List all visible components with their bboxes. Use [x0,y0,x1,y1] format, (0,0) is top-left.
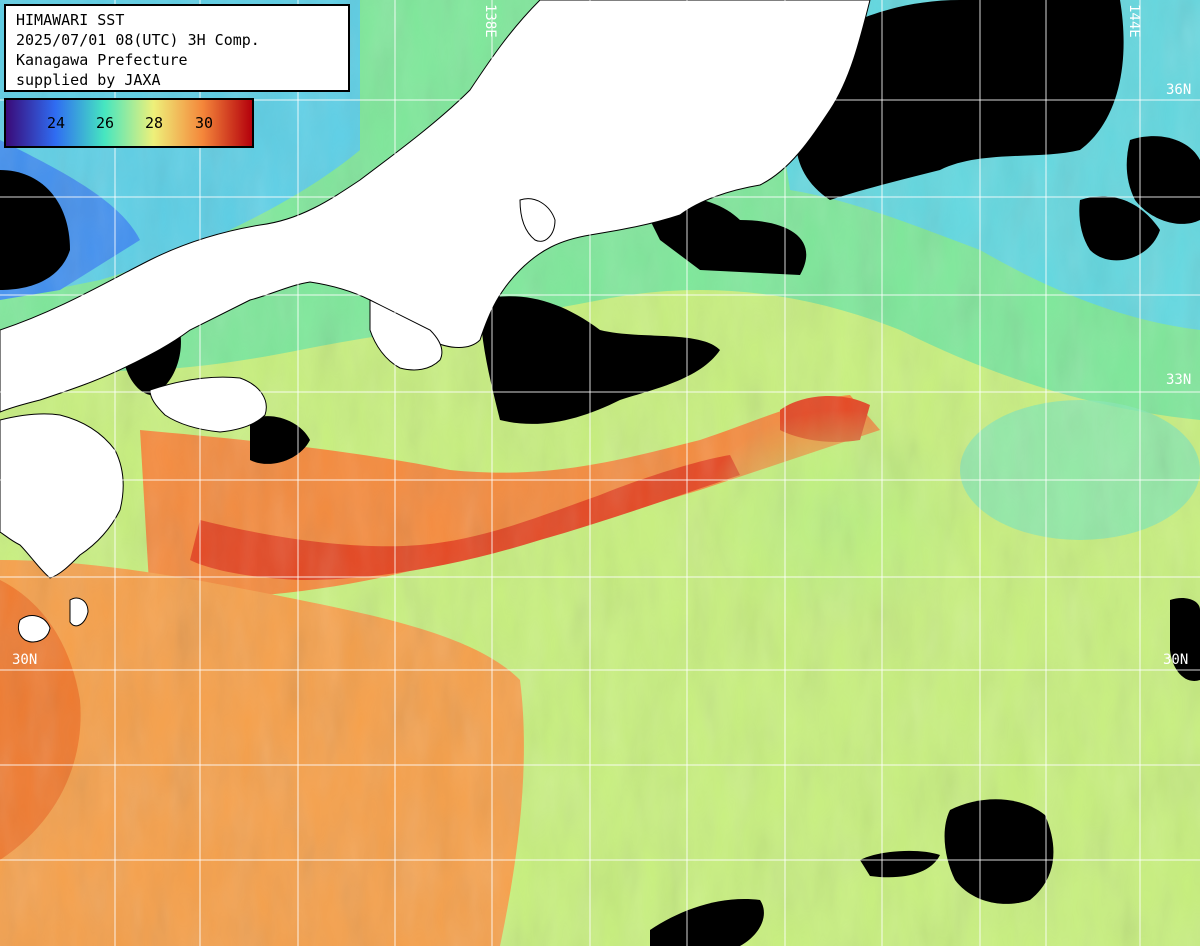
lat-label-33n: 33N [1166,372,1192,388]
lon-label-138e: 138E [482,4,498,38]
data-source: supplied by JAXA [16,71,161,89]
legend-tick-28: 28 [145,114,164,132]
info-box: HIMAWARI SST 2025/07/01 08(UTC) 3H Comp.… [4,4,350,92]
land-masses [0,0,871,643]
land-kyushu [0,413,124,579]
provider-org: Kanagawa Prefecture [16,51,188,69]
lat-label-30n-right: 30N [1163,652,1189,668]
land-shikoku [149,376,267,433]
land-tanegashima [17,615,51,643]
lat-label-30n-left: 30N [12,652,38,668]
land-izu [519,198,556,242]
legend-tick-30: 30 [195,114,214,132]
legend-tick-26: 26 [96,114,115,132]
lat-label-36n: 36N [1166,82,1192,98]
product-title: HIMAWARI SST [16,11,125,29]
land-honshu [0,0,871,413]
lon-label-144e: 144E [1126,4,1142,38]
land-yakushima [69,597,89,627]
timestamp: 2025/07/01 08(UTC) 3H Comp. [16,31,260,49]
land-kii [369,299,443,371]
color-scale-legend: 24 26 28 30 [4,98,254,148]
legend-tick-24: 24 [47,114,66,132]
